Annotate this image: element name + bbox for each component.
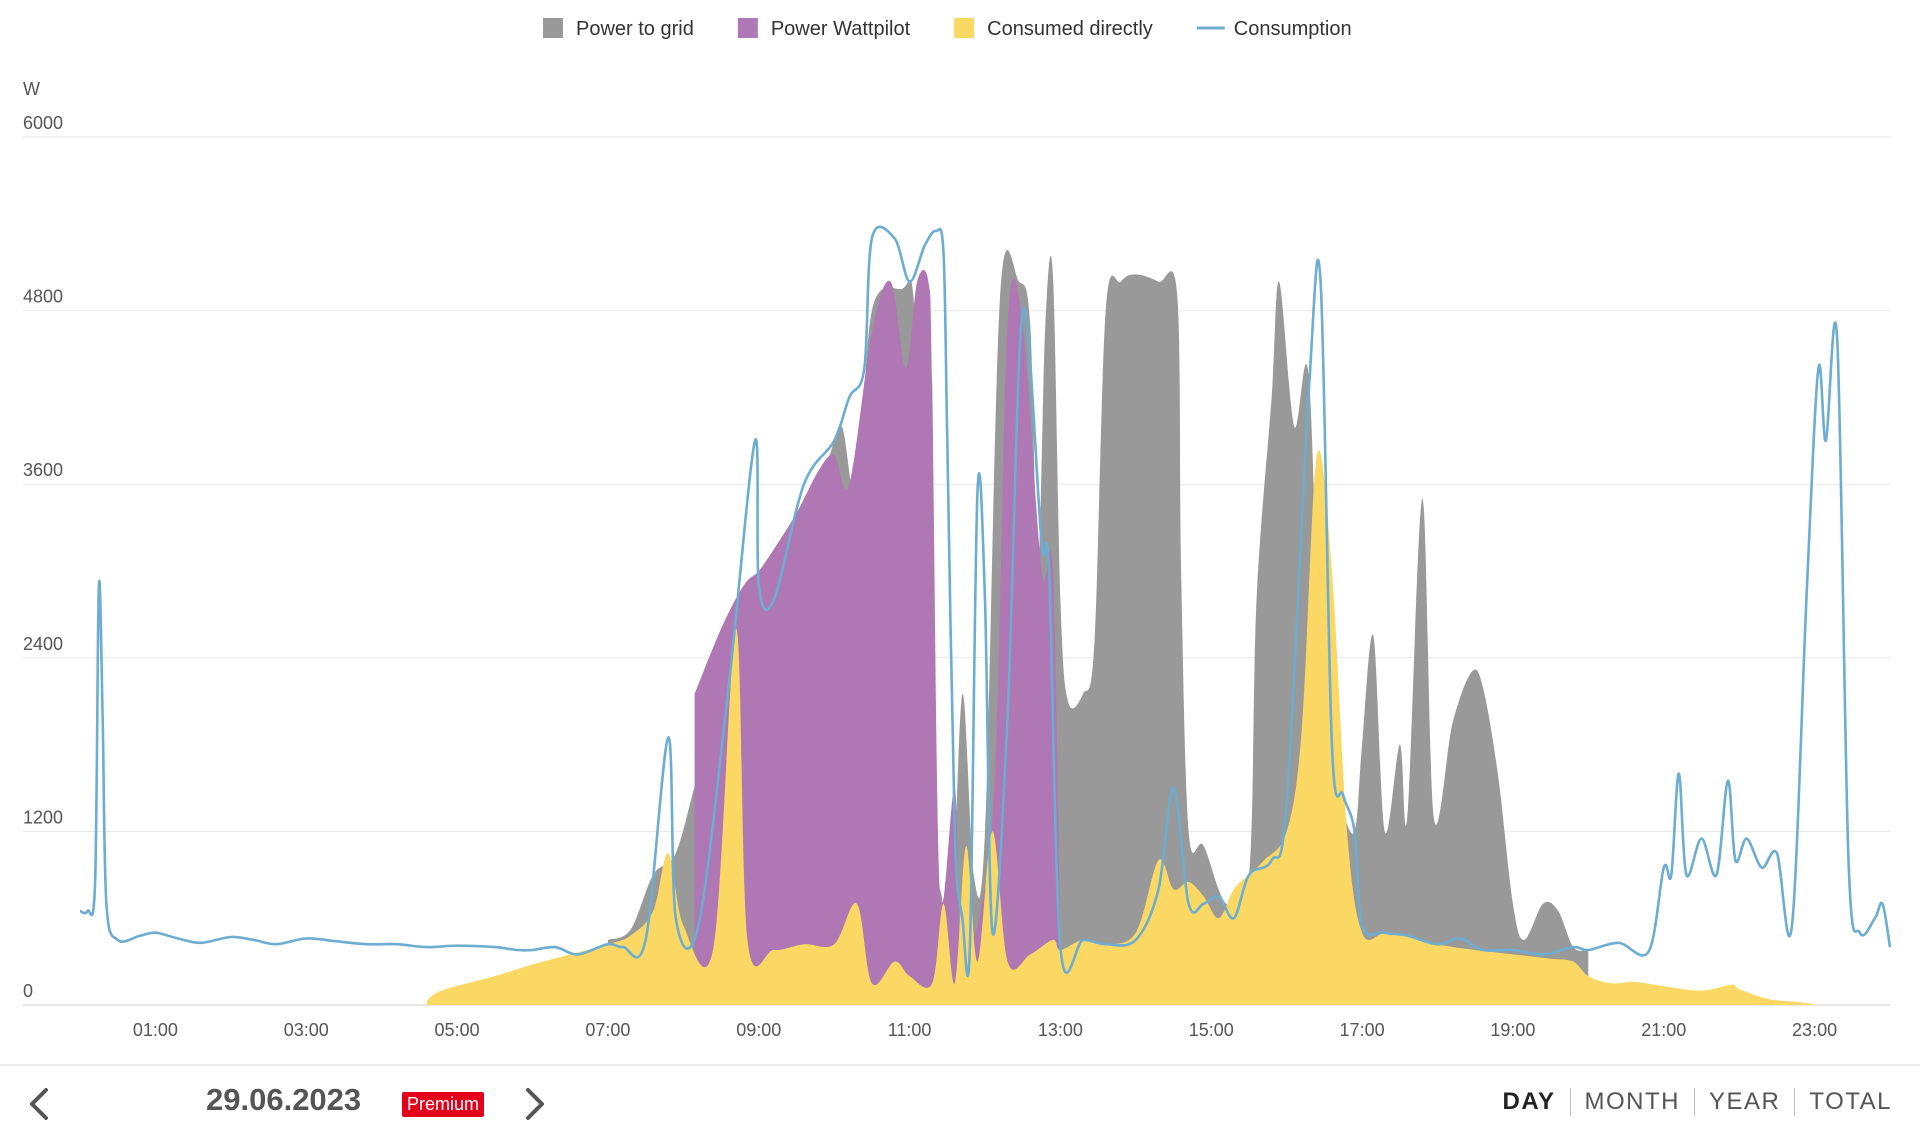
y-axis-ticks: 0 1200 2400 3600 4800 6000 bbox=[23, 113, 63, 1001]
period-month-tab[interactable]: MONTH bbox=[1584, 1088, 1680, 1115]
legend-swatch bbox=[737, 18, 758, 38]
y-tick-label: 4800 bbox=[23, 287, 63, 307]
x-tick-label: 11:00 bbox=[888, 1020, 932, 1040]
period-total-tab[interactable]: TOTAL bbox=[1809, 1088, 1892, 1115]
x-tick-label: 19:00 bbox=[1490, 1020, 1535, 1040]
x-tick-label: 13:00 bbox=[1038, 1020, 1083, 1040]
chart-footer: 29.06.2023 Premium DAY MONTH YEAR TOTAL bbox=[0, 1064, 1920, 1138]
x-axis-ticks: 01:00 03:00 05:00 07:00 09:00 11:00 13:00 15:00… bbox=[133, 1020, 1837, 1040]
period-divider bbox=[1694, 1088, 1695, 1116]
period-selector: DAY MONTH YEAR TOTAL bbox=[1489, 1088, 1906, 1116]
legend-item-consumption[interactable]: Consumption bbox=[1196, 18, 1352, 40]
y-tick-label: 6000 bbox=[23, 113, 63, 133]
x-tick-label: 05:00 bbox=[435, 1020, 480, 1040]
selected-date[interactable]: 29.06.2023 bbox=[206, 1082, 362, 1117]
y-tick-label: 3600 bbox=[23, 460, 63, 480]
series-power-wattpilot-area bbox=[694, 269, 1061, 1006]
y-tick-label: 2400 bbox=[23, 634, 63, 654]
x-tick-label: 03:00 bbox=[284, 1020, 329, 1040]
x-tick-label: 07:00 bbox=[585, 1020, 630, 1040]
x-tick-label: 15:00 bbox=[1189, 1020, 1234, 1040]
x-tick-label: 23:00 bbox=[1792, 1020, 1837, 1040]
chevron-left-icon bbox=[30, 1088, 48, 1120]
period-divider bbox=[1794, 1088, 1796, 1116]
chevron-right-icon bbox=[526, 1088, 544, 1120]
series-consumption-line bbox=[79, 225, 1892, 978]
y-axis-unit-label: W bbox=[23, 79, 40, 99]
legend-item-power-wattpilot[interactable]: Power Wattpilot bbox=[737, 18, 911, 40]
x-tick-label: 21:00 bbox=[1641, 1020, 1686, 1040]
legend-swatch bbox=[954, 18, 975, 38]
next-day-button[interactable] bbox=[510, 1080, 558, 1128]
legend-label: Power to grid bbox=[576, 18, 694, 40]
previous-day-button[interactable] bbox=[16, 1080, 64, 1128]
legend-item-power-to-grid[interactable]: Power to grid bbox=[543, 18, 694, 40]
legend-label: Power Wattpilot bbox=[771, 18, 911, 40]
legend-label: Consumed directly bbox=[987, 18, 1153, 40]
legend-item-consumed-directly[interactable]: Consumed directly bbox=[954, 18, 1153, 40]
energy-chart: Power to grid Power Wattpilot Consumed dir… bbox=[23, 18, 1892, 1040]
legend-swatch bbox=[543, 18, 563, 38]
period-divider bbox=[1569, 1088, 1571, 1116]
x-tick-label: 17:00 bbox=[1340, 1020, 1385, 1040]
x-tick-label: 09:00 bbox=[736, 1020, 781, 1040]
y-tick-label: 1200 bbox=[23, 807, 63, 827]
chart-legend: Power to grid Power Wattpilot Consumed dir… bbox=[543, 18, 1352, 40]
x-tick-label: 01:00 bbox=[133, 1020, 178, 1040]
chart-series bbox=[79, 225, 1892, 1006]
legend-label: Consumption bbox=[1234, 18, 1352, 40]
premium-badge: Premium bbox=[402, 1092, 485, 1117]
period-day-tab[interactable]: DAY bbox=[1502, 1088, 1556, 1115]
period-year-tab[interactable]: YEAR bbox=[1709, 1088, 1781, 1115]
y-tick-label: 0 bbox=[23, 981, 33, 1001]
